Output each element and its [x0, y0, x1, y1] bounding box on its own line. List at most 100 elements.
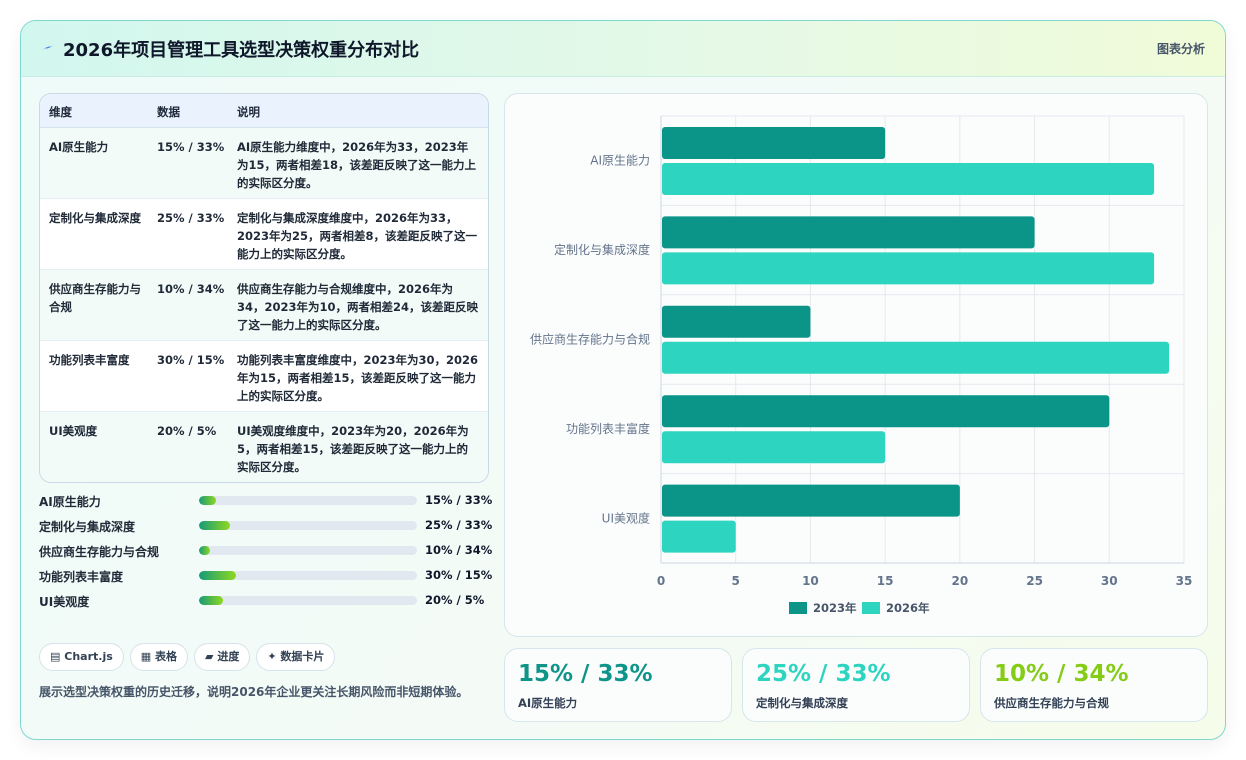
chip-table[interactable]: ▦ 表格 — [129, 643, 189, 671]
progress-label: 功能列表丰富度 — [39, 570, 124, 584]
kpi-value: 15% / 33% — [518, 661, 653, 687]
progress-track — [199, 521, 417, 530]
progress-value: 15% / 33% — [425, 493, 493, 507]
progress-label: UI美观度 — [39, 595, 90, 609]
chip-sparkle[interactable]: ✦ 数据卡片 — [256, 643, 336, 671]
table-row: 供应商生存能力与合规 10% / 34% 供应商生存能力与合规维度中，2026年为3… — [40, 270, 488, 341]
bar-2026 — [662, 252, 1155, 285]
legend-label: 2026年 — [886, 601, 930, 615]
cell-dimension: 功能列表丰富度 — [49, 353, 130, 367]
progress-track — [199, 571, 417, 580]
x-tick-label: 30 — [1101, 574, 1118, 588]
bar-2023 — [662, 127, 886, 159]
x-tick-label: 20 — [952, 574, 969, 588]
cell-note: 功能列表丰富度维度中，2023年为30，2026年为15，两者相差15，该差距反… — [237, 353, 479, 403]
x-tick-label: 35 — [1176, 574, 1193, 588]
progress-value: 25% / 33% — [425, 518, 493, 532]
progress-label: 定制化与集成深度 — [39, 520, 136, 534]
progress-row: UI美观度 20% / 5% — [39, 591, 489, 616]
cell-data: 15% / 33% — [157, 140, 225, 154]
chip-label: 进度 — [217, 650, 240, 663]
progress-row: 供应商生存能力与合规 10% / 34% — [39, 541, 493, 566]
header-bar: 2026年项目管理工具选型决策权重分布对比 图表分析 — [21, 21, 1225, 77]
cell-note: UI美观度维度中，2023年为20，2026年为5，两者相差15，该差距反映了这… — [237, 424, 469, 474]
progress-row: 功能列表丰富度 30% / 15% — [39, 566, 493, 591]
cell-note: 定制化与集成深度维度中，2026年为33，2023年为25，两者相差8，该差距反… — [237, 211, 478, 261]
progress-fill — [199, 546, 210, 555]
bar-2026 — [662, 431, 886, 464]
chip-chart[interactable]: ▤ Chart.js — [39, 643, 124, 671]
cell-dimension: 供应商生存能力与合规 — [49, 282, 141, 314]
sparkle-icon: ✦ — [267, 650, 277, 663]
bar-2026 — [662, 341, 1170, 374]
table-icon: ▦ — [140, 650, 152, 663]
legend-swatch — [789, 602, 807, 614]
progress-row: 定制化与集成深度 25% / 33% — [39, 516, 493, 541]
kpi-card: 10% / 34% 供应商生存能力与合规 — [980, 648, 1208, 722]
kpi-value: 10% / 34% — [994, 661, 1129, 687]
cell-dimension: 定制化与集成深度 — [49, 211, 141, 225]
cell-data: 30% / 15% — [157, 353, 225, 367]
chip-label: 表格 — [155, 650, 178, 663]
cell-note: AI原生能力维度中，2026年为33，2023年为15，两者相差18，该差距反映… — [237, 140, 477, 190]
cell-data: 25% / 33% — [157, 211, 225, 225]
progress-fill — [199, 521, 230, 530]
chart-analysis-tag[interactable]: 图表分析 — [1156, 42, 1205, 56]
progress-track — [199, 596, 417, 605]
progress-icon: ▰ — [205, 650, 214, 663]
x-tick-label: 10 — [802, 574, 819, 588]
progress-row: AI原生能力 15% / 33% — [39, 491, 493, 516]
y-tick-label: AI原生能力 — [590, 154, 650, 168]
progress-label: AI原生能力 — [39, 495, 101, 509]
chip-label: 数据卡片 — [280, 650, 325, 663]
table-header: 维度 数据 说明 — [40, 94, 488, 128]
y-tick-label: UI美观度 — [602, 510, 650, 525]
data-table: 维度 数据 说明 AI原生能力 15% / 33% AI原生能力维度中，2026年为… — [39, 93, 489, 483]
progress-fill — [199, 496, 217, 505]
progress-fill — [199, 596, 223, 605]
x-tick-label: 0 — [657, 574, 665, 588]
lightning-icon — [42, 45, 54, 50]
cell-dimension: UI美观度 — [49, 424, 98, 438]
bar-2026 — [662, 520, 736, 553]
x-tick-label: 15 — [877, 574, 894, 588]
bar-2023 — [662, 395, 1110, 428]
tech-chips: ▤ Chart.js ▦ 表格 ▰ 进度 ✦ 数据卡片 — [39, 643, 341, 671]
progress-list: AI原生能力 15% / 33% 定制化与集成深度 25% / 33% 供应商生存能力与… — [39, 491, 493, 616]
x-tick-label: 5 — [732, 574, 740, 588]
progress-label: 供应商生存能力与合规 — [39, 545, 160, 559]
progress-value: 30% / 15% — [425, 568, 493, 582]
column-header-dimension: 维度 — [49, 105, 72, 119]
cell-dimension: AI原生能力 — [49, 140, 109, 154]
kpi-card: 15% / 33% AI原生能力 — [504, 648, 732, 722]
y-tick-label: 定制化与集成深度 — [554, 242, 650, 257]
cell-data: 10% / 34% — [157, 282, 225, 296]
legend-label: 2023年 — [813, 601, 857, 615]
x-tick-label: 25 — [1026, 574, 1043, 588]
chip-progress[interactable]: ▰ 进度 — [194, 643, 251, 671]
table-row: UI美观度 20% / 5% UI美观度维度中，2023年为20，2026年为5，两… — [40, 412, 488, 482]
y-tick-label: 功能列表丰富度 — [566, 421, 650, 436]
column-header-data: 数据 — [157, 105, 180, 119]
legend-swatch — [862, 602, 880, 614]
dashboard-card: 2026年项目管理工具选型决策权重分布对比 图表分析 维度 数据 说明 AI原生… — [20, 20, 1226, 740]
bar-2023 — [662, 305, 811, 338]
cell-note: 供应商生存能力与合规维度中，2026年为34，2023年为10，两者相差24，该… — [237, 282, 479, 332]
progress-value: 10% / 34% — [425, 543, 493, 557]
chart-icon: ▤ — [50, 650, 61, 663]
progress-value: 20% / 5% — [425, 593, 485, 607]
y-tick-label: 供应商生存能力与合规 — [530, 332, 650, 347]
column-header-note: 说明 — [237, 105, 260, 119]
cell-data: 20% / 5% — [157, 424, 217, 438]
kpi-value: 25% / 33% — [756, 661, 891, 687]
kpi-caption: 定制化与集成深度 — [756, 696, 848, 710]
progress-track — [199, 546, 417, 555]
kpi-caption: AI原生能力 — [518, 696, 578, 710]
bar-chart: AI原生能力定制化与集成深度供应商生存能力与合规功能列表丰富度 UI美观度 0 5 10… — [504, 93, 1208, 637]
kpi-caption: 供应商生存能力与合规 — [994, 696, 1109, 710]
chip-label: Chart.js — [64, 650, 113, 663]
page-title: 2026年项目管理工具选型决策权重分布对比 — [63, 40, 420, 61]
progress-track — [199, 496, 417, 505]
bar-2026 — [662, 163, 1155, 195]
